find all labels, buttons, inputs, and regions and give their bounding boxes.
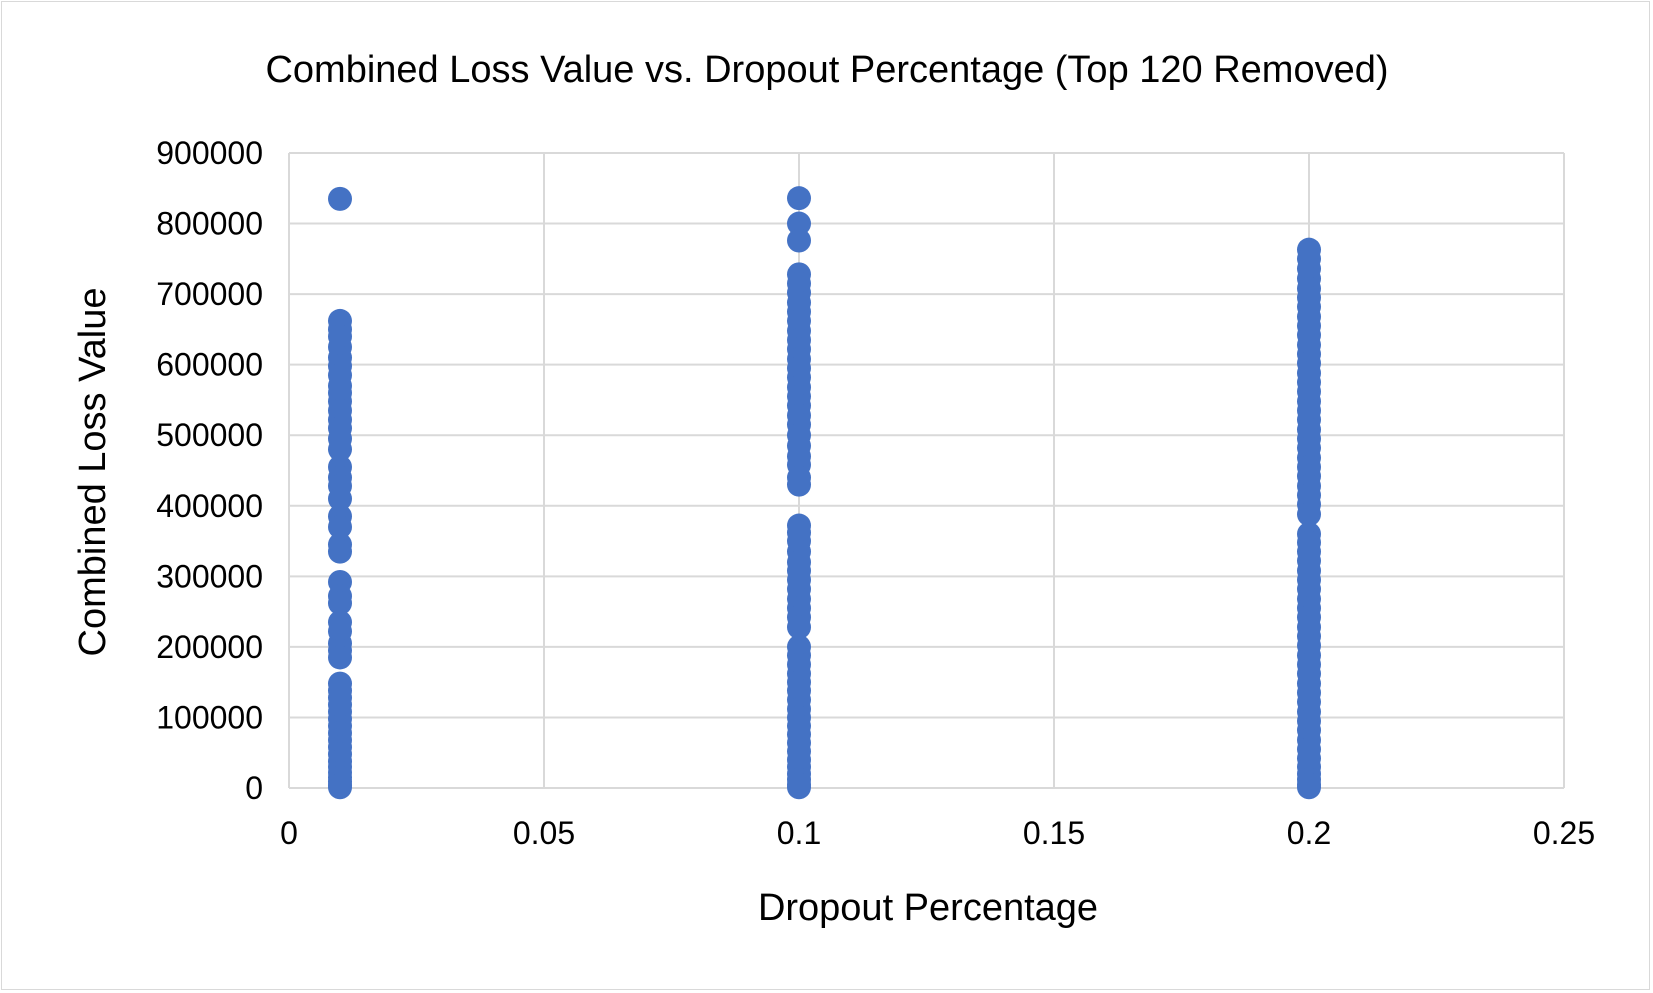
- data-point: [328, 486, 352, 511]
- y-tick-label: 700000: [156, 276, 263, 312]
- y-tick-label: 200000: [156, 629, 263, 665]
- x-tick-label: 0.25: [1533, 815, 1595, 851]
- data-point: [328, 437, 352, 462]
- y-tick-label: 500000: [156, 417, 263, 453]
- data-point: [787, 775, 811, 800]
- x-tick-label: 0.2: [1287, 815, 1331, 851]
- data-point: [328, 775, 352, 800]
- y-tick-label: 800000: [156, 206, 263, 242]
- grid-lines: [289, 152, 1565, 788]
- y-tick-label: 600000: [156, 347, 263, 383]
- data-points: [328, 186, 1321, 800]
- data-point: [1297, 775, 1321, 800]
- data-point: [787, 228, 811, 253]
- x-tick-label: 0.05: [513, 815, 575, 851]
- axes: [288, 153, 1564, 789]
- data-point: [787, 211, 811, 236]
- data-point: [787, 472, 811, 497]
- y-tick-label: 900000: [156, 135, 263, 171]
- x-axis-title: Dropout Percentage: [758, 887, 1098, 929]
- data-point: [328, 514, 352, 539]
- data-point: [1297, 502, 1321, 527]
- y-tick-label: 300000: [156, 558, 263, 594]
- y-tick-label: 400000: [156, 488, 263, 524]
- data-point: [328, 539, 352, 564]
- y-axis-title: Combined Loss Value: [72, 288, 114, 657]
- data-point: [787, 615, 811, 640]
- x-tick-label: 0.1: [777, 815, 821, 851]
- data-point: [328, 591, 352, 616]
- y-tick-label: 0: [245, 770, 263, 806]
- tick-labels: 0 100000 200000 300000 400000 500000 600000 700…: [156, 135, 1595, 851]
- data-point: [787, 186, 811, 211]
- y-tick-label: 100000: [156, 699, 263, 735]
- data-point: [328, 645, 352, 670]
- x-tick-label: 0: [280, 815, 298, 851]
- x-tick-label: 0.15: [1023, 815, 1085, 851]
- chart-title: Combined Loss Value vs. Dropout Percenta…: [265, 49, 1388, 91]
- data-point: [328, 186, 352, 211]
